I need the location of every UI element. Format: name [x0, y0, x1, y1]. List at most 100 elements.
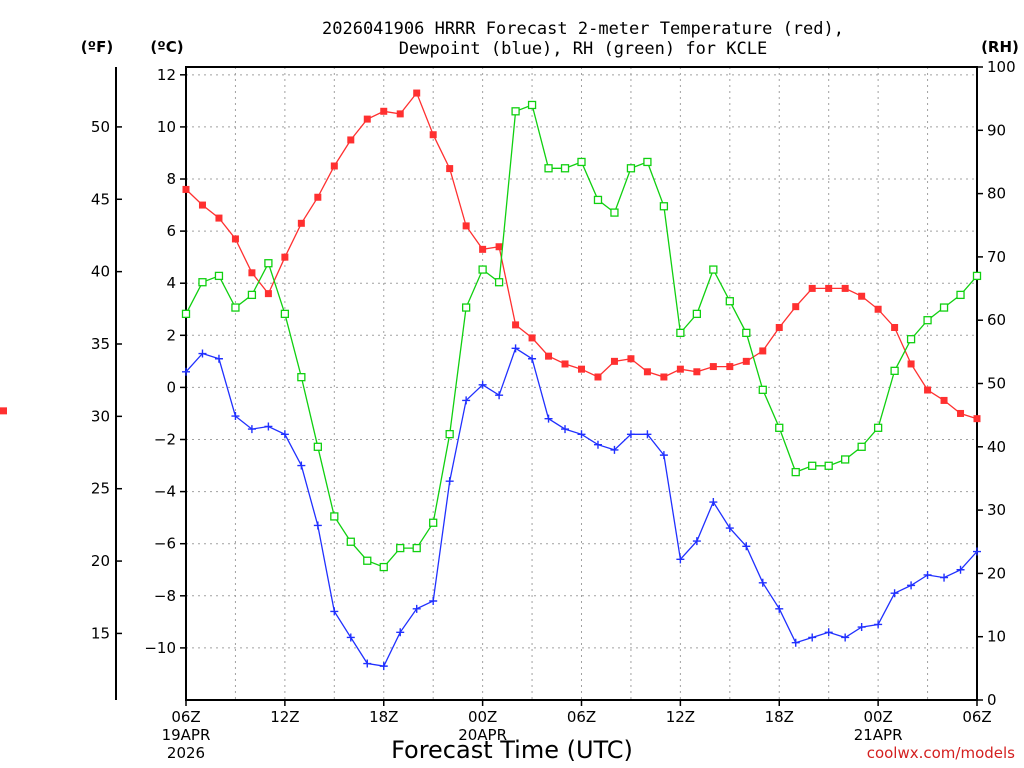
- dewpoint-point: [214, 354, 223, 363]
- rh-point: [445, 429, 454, 439]
- rh-point: [511, 107, 520, 116]
- dewpoint-point: [363, 659, 372, 668]
- rh-point: [231, 303, 240, 312]
- rh-point: [527, 100, 537, 110]
- rh-point: [791, 467, 800, 477]
- temperature-point: [858, 292, 866, 300]
- x-tick-label: 00Z: [863, 708, 892, 726]
- temperature-point: [660, 373, 668, 381]
- dewpoint-point: [313, 521, 322, 530]
- rh-tick-label: 80: [987, 185, 1006, 203]
- rh-unit-label: (RH): [981, 38, 1019, 56]
- rh-point: [396, 543, 405, 553]
- rh-point: [824, 461, 833, 470]
- dewpoint-point: [907, 581, 916, 590]
- x-tick-date-label: 21APR: [854, 726, 903, 744]
- dewpoint-point: [940, 573, 949, 582]
- series-layer: [0, 89, 982, 671]
- temperature-point: [792, 303, 800, 311]
- dewpoint-point: [676, 555, 685, 564]
- celsius-tick-label: 8: [166, 170, 176, 188]
- rh-point: [808, 461, 817, 470]
- dewpoint-point: [857, 623, 866, 632]
- dewpoint-point: [478, 380, 487, 389]
- rh-point: [906, 335, 916, 344]
- rh-point: [494, 278, 504, 287]
- celsius-tick-label: −4: [154, 483, 176, 501]
- rh-point: [972, 271, 982, 281]
- temperature-point: [297, 219, 305, 227]
- temperature-point: [825, 284, 833, 292]
- temperature-point: [413, 89, 421, 97]
- temperature-point: [380, 107, 388, 115]
- rh-point: [313, 442, 322, 451]
- temperature-point: [215, 214, 223, 222]
- rh-point: [461, 303, 471, 312]
- temperature-point: [973, 415, 981, 423]
- rh-point: [626, 164, 636, 173]
- temperature-point: [594, 373, 602, 381]
- rh-point: [379, 562, 388, 572]
- rh-point: [857, 442, 866, 451]
- rh-tick-label: 10: [987, 628, 1006, 646]
- temperature-point: [891, 323, 899, 331]
- rh-point: [659, 202, 669, 211]
- x-tick-label: 00Z: [468, 708, 497, 726]
- temperature-point: [808, 284, 816, 292]
- temperature-point: [924, 386, 932, 394]
- rh-tick-label: 70: [987, 248, 1006, 266]
- rh-point: [198, 278, 207, 287]
- dewpoint-point: [330, 607, 339, 616]
- temperature-point: [693, 368, 701, 376]
- rh-point: [363, 556, 372, 565]
- temperature-point: [578, 365, 585, 373]
- dewpoint-point: [610, 445, 619, 454]
- fahrenheit-tick-label: 15: [91, 624, 110, 642]
- temperature-point: [759, 347, 767, 355]
- dewpoint-point: [824, 628, 833, 637]
- dewpoint-point: [247, 425, 256, 434]
- rh-point: [330, 512, 339, 521]
- dewpoint-point: [742, 542, 751, 551]
- celsius-tick-label: 4: [166, 274, 176, 292]
- fahrenheit-tick-label: 30: [91, 407, 110, 425]
- dewpoint-point: [956, 565, 965, 574]
- rh-point: [676, 328, 685, 338]
- rh-point: [956, 290, 965, 300]
- rh-point: [544, 164, 553, 173]
- dewpoint-point: [692, 537, 701, 546]
- temperature-point: [940, 396, 948, 404]
- dewpoint-point: [659, 451, 668, 460]
- dewpoint-point: [280, 430, 289, 439]
- temperature-point: [479, 245, 487, 253]
- dewpoint-point: [808, 633, 817, 642]
- dewpoint-point: [544, 414, 553, 423]
- x-tick-label: 06Z: [962, 708, 991, 726]
- temperature-point: [231, 235, 239, 243]
- rh-point: [346, 537, 355, 546]
- dewpoint-point: [561, 425, 570, 434]
- temperature-point: [512, 321, 520, 329]
- rh-point: [214, 271, 224, 281]
- axes: −10 −8 −6 −4 −2 0 2 4 6 8 10 12 15 20 25 30 35 40 45 50 0 10 2…: [91, 58, 1016, 762]
- rh-line: [185, 104, 978, 568]
- rh-tick-label: 40: [987, 438, 1006, 456]
- chart-title-line2: Dewpoint (blue), RH (green) for KCLE: [399, 39, 767, 59]
- dewpoint-point: [346, 633, 355, 642]
- dewpoint-point: [462, 396, 471, 405]
- rh-point: [841, 455, 850, 464]
- rh-point: [429, 518, 438, 527]
- temperature-point: [561, 360, 569, 368]
- temperature-point: [841, 284, 849, 292]
- temperature-point: [528, 334, 536, 342]
- dewpoint-point: [593, 440, 602, 449]
- temperature-point: [742, 357, 750, 365]
- dewpoint-point: [412, 604, 421, 613]
- fahrenheit-tick-label: 50: [91, 118, 110, 136]
- rh-point: [280, 309, 290, 319]
- x-axis-label: Forecast Time (UTC): [391, 736, 633, 764]
- dewpoint-point: [528, 354, 537, 363]
- rh-point: [181, 309, 191, 319]
- temperature-point: [462, 222, 470, 230]
